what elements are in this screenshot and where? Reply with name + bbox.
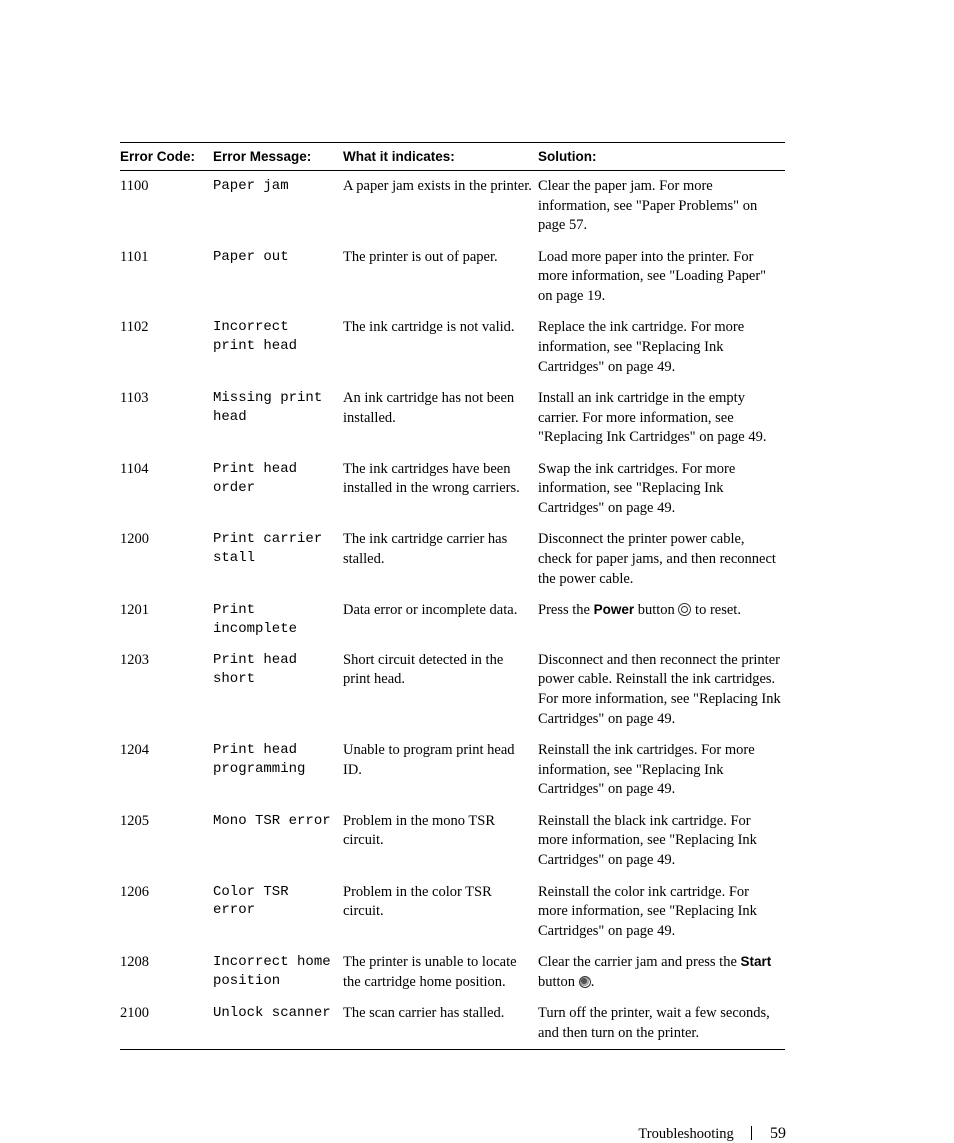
cell-error-message: Unlock scanner	[213, 998, 343, 1050]
table-row: 1201Print incompleteData error or incomp…	[120, 595, 785, 645]
cell-indicates: Short circuit detected in the print head…	[343, 645, 538, 735]
cell-indicates: The printer is out of paper.	[343, 242, 538, 313]
cell-error-code: 1100	[120, 171, 213, 242]
solution-button-name: Power	[594, 602, 635, 617]
solution-text-mid: button	[634, 602, 678, 618]
cell-error-message: Paper out	[213, 242, 343, 313]
cell-indicates: The ink cartridges have been installed i…	[343, 454, 538, 525]
cell-solution: Disconnect and then reconnect the printe…	[538, 645, 785, 735]
solution-button-name: Start	[741, 954, 772, 969]
table-row: 1208Incorrect home positionThe printer i…	[120, 947, 785, 998]
cell-error-code: 1206	[120, 877, 213, 948]
cell-indicates: An ink cartridge has not been installed.	[343, 383, 538, 454]
cell-indicates: A paper jam exists in the printer.	[343, 171, 538, 242]
table-row: 1206Color TSR errorProblem in the color …	[120, 877, 785, 948]
cell-solution: Reinstall the ink cartridges. For more i…	[538, 735, 785, 806]
table-row: 1203Print head shortShort circuit detect…	[120, 645, 785, 735]
header-solution: Solution:	[538, 143, 785, 171]
cell-indicates: The ink cartridge carrier has stalled.	[343, 524, 538, 595]
header-error-message: Error Message:	[213, 143, 343, 171]
table-row: 1104Print head orderThe ink cartridges h…	[120, 454, 785, 525]
table-row: 1103Missing print headAn ink cartridge h…	[120, 383, 785, 454]
cell-error-message: Mono TSR error	[213, 806, 343, 877]
solution-text-post: to reset.	[691, 602, 741, 618]
table-body: 1100Paper jamA paper jam exists in the p…	[120, 171, 785, 1050]
page-footer: Troubleshooting 59	[638, 1125, 786, 1143]
cell-error-code: 1203	[120, 645, 213, 735]
footer-separator	[751, 1126, 752, 1140]
cell-solution: Swap the ink cartridges. For more inform…	[538, 454, 785, 525]
table-row: 1100Paper jamA paper jam exists in the p…	[120, 171, 785, 242]
cell-indicates: Unable to program print head ID.	[343, 735, 538, 806]
table-row: 2100Unlock scannerThe scan carrier has s…	[120, 998, 785, 1050]
cell-solution: Press the Power button to reset.	[538, 595, 785, 645]
cell-error-message: Missing print head	[213, 383, 343, 454]
cell-error-message: Paper jam	[213, 171, 343, 242]
cell-error-message: Print carrier stall	[213, 524, 343, 595]
table-row: 1200Print carrier stallThe ink cartridge…	[120, 524, 785, 595]
start-button-icon	[579, 976, 591, 988]
cell-error-code: 1102	[120, 312, 213, 383]
cell-error-code: 1208	[120, 947, 213, 998]
cell-indicates: The ink cartridge is not valid.	[343, 312, 538, 383]
cell-error-message: Print head short	[213, 645, 343, 735]
power-button-icon	[678, 603, 691, 616]
cell-solution: Clear the carrier jam and press the Star…	[538, 947, 785, 998]
cell-solution: Load more paper into the printer. For mo…	[538, 242, 785, 313]
cell-error-code: 1103	[120, 383, 213, 454]
cell-error-message: Incorrect home position	[213, 947, 343, 998]
cell-solution: Turn off the printer, wait a few seconds…	[538, 998, 785, 1050]
cell-indicates: Data error or incomplete data.	[343, 595, 538, 645]
cell-error-message: Color TSR error	[213, 877, 343, 948]
cell-error-code: 1201	[120, 595, 213, 645]
table-row: 1205Mono TSR errorProblem in the mono TS…	[120, 806, 785, 877]
cell-indicates: The printer is unable to locate the cart…	[343, 947, 538, 998]
cell-solution: Disconnect the printer power cable, chec…	[538, 524, 785, 595]
table-row: 1101Paper outThe printer is out of paper…	[120, 242, 785, 313]
solution-text-pre: Clear the carrier jam and press the	[538, 954, 741, 970]
cell-error-code: 1204	[120, 735, 213, 806]
cell-solution: Reinstall the black ink cartridge. For m…	[538, 806, 785, 877]
header-error-code: Error Code:	[120, 143, 213, 171]
table-header-row: Error Code: Error Message: What it indic…	[120, 143, 785, 171]
cell-error-code: 2100	[120, 998, 213, 1050]
cell-solution: Reinstall the color ink cartridge. For m…	[538, 877, 785, 948]
table-row: 1102Incorrect print headThe ink cartridg…	[120, 312, 785, 383]
table-row: 1204Print head programmingUnable to prog…	[120, 735, 785, 806]
cell-indicates: Problem in the mono TSR circuit.	[343, 806, 538, 877]
footer-page-number: 59	[770, 1125, 786, 1142]
cell-error-code: 1104	[120, 454, 213, 525]
cell-error-code: 1205	[120, 806, 213, 877]
cell-error-code: 1200	[120, 524, 213, 595]
cell-indicates: The scan carrier has stalled.	[343, 998, 538, 1050]
cell-error-message: Incorrect print head	[213, 312, 343, 383]
cell-error-message: Print head order	[213, 454, 343, 525]
cell-solution: Clear the paper jam. For more informatio…	[538, 171, 785, 242]
cell-solution: Replace the ink cartridge. For more info…	[538, 312, 785, 383]
solution-text-post: .	[591, 974, 595, 990]
cell-solution: Install an ink cartridge in the empty ca…	[538, 383, 785, 454]
solution-text-mid: button	[538, 974, 579, 990]
cell-error-message: Print incomplete	[213, 595, 343, 645]
cell-error-code: 1101	[120, 242, 213, 313]
header-indicates: What it indicates:	[343, 143, 538, 171]
footer-section-title: Troubleshooting	[638, 1126, 733, 1142]
page-content: Error Code: Error Message: What it indic…	[120, 142, 785, 1050]
cell-error-message: Print head programming	[213, 735, 343, 806]
cell-indicates: Problem in the color TSR circuit.	[343, 877, 538, 948]
solution-text-pre: Press the	[538, 602, 594, 618]
error-codes-table: Error Code: Error Message: What it indic…	[120, 142, 785, 1050]
